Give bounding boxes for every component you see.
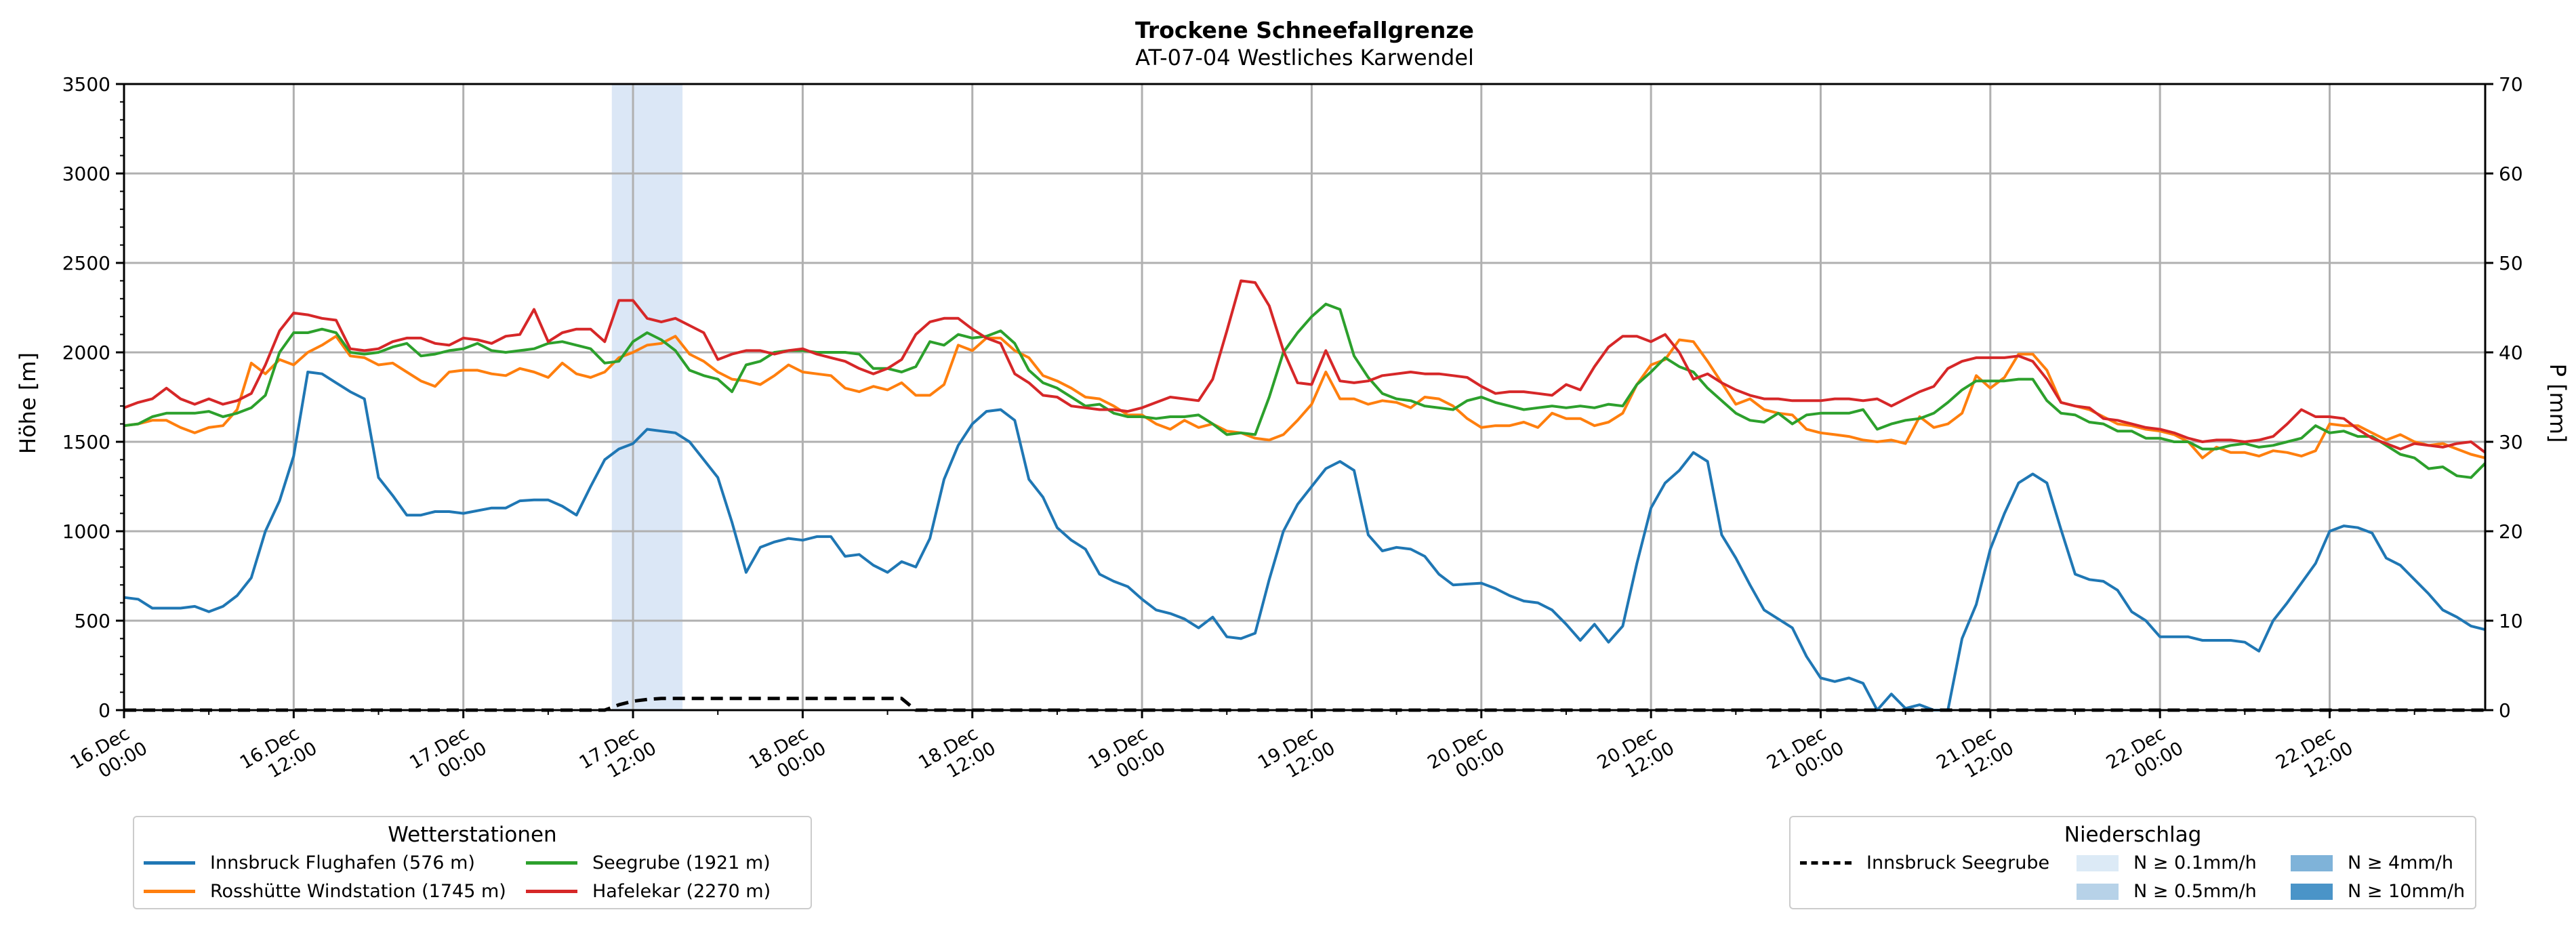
x-tick-label: 20.Dec00:00: [1424, 719, 1508, 792]
y2-axis-label: P [mm]: [2545, 364, 2571, 443]
legend-entry-precip-10: N ≥ 10mm/h: [2291, 881, 2465, 902]
x-tick-label: 19.Dec12:00: [1254, 719, 1338, 792]
y-tick-label: 1500: [62, 431, 110, 453]
y-tick-label: 1000: [62, 520, 110, 543]
y-tick-label: 2000: [62, 342, 110, 364]
station-legend: Wetterstationen Innsbruck Flughafen (576…: [133, 816, 812, 909]
x-tick-label: 21.Dec00:00: [1763, 719, 1847, 792]
y2-tick-label: 70: [2499, 73, 2523, 96]
x-tick-label: 17.Dec12:00: [576, 719, 660, 792]
legend-label-seegrube: Seegrube (1921 m): [592, 852, 771, 873]
legend-swatch-precip-0-5: [2077, 883, 2119, 900]
legend-entry-innsbruck-flughafen: Innsbruck Flughafen (576 m): [144, 852, 475, 873]
y-axis-label: Höhe [m]: [15, 352, 41, 454]
chart-title: Trockene Schneefallgrenze: [1135, 17, 1474, 43]
y2-tick-label: 60: [2499, 163, 2523, 185]
y2-tick-label: 0: [2499, 699, 2511, 722]
legend-entry-rosshuette: Rosshütte Windstation (1745 m): [144, 881, 506, 902]
legend-label-rosshuette: Rosshütte Windstation (1745 m): [210, 881, 506, 902]
legend-entry-hafelekar: Hafelekar (2270 m): [526, 881, 771, 902]
series-line-seegrube-1921-m: [123, 302, 2487, 479]
chart-subtitle: AT-07-04 Westliches Karwendel: [1135, 45, 1474, 70]
y-tick-label: 3500: [62, 73, 110, 96]
plot-frame: [123, 83, 2487, 711]
legend-label-innsbruck-seegrube: Innsbruck Seegrube: [1866, 852, 2050, 873]
x-tick-label: 17.Dec00:00: [406, 719, 490, 792]
legend-line-rosshuette: [144, 890, 195, 893]
precip-band: [611, 84, 683, 710]
x-tick-label: 18.Dec00:00: [745, 719, 830, 792]
legend-label-innsbruck-flughafen: Innsbruck Flughafen (576 m): [210, 852, 475, 873]
x-tick-label: 22.Dec12:00: [2272, 719, 2356, 792]
y2-tick-label: 10: [2499, 610, 2523, 632]
legend-line-seegrube: [526, 861, 577, 865]
y-tick-label: 2500: [62, 252, 110, 274]
legend-swatch-precip-4: [2291, 854, 2333, 871]
x-tick-label: 21.Dec12:00: [1933, 719, 2017, 792]
x-tick-label: 22.Dec00:00: [2103, 719, 2187, 792]
legend-entry-precip-0-5: N ≥ 0.5mm/h: [2077, 881, 2257, 902]
legend-entry-precip-4: N ≥ 4mm/h: [2291, 852, 2453, 873]
legend-entry-innsbruck-seegrube: Innsbruck Seegrube: [1800, 852, 2049, 873]
y2-tick-label: 50: [2499, 252, 2523, 274]
y-tick-label: 0: [98, 699, 110, 722]
legend-line-hafelekar: [526, 890, 577, 893]
x-tick-label: 20.Dec12:00: [1594, 719, 1678, 792]
y2-tick-label: 20: [2499, 520, 2523, 543]
precip-legend: Niederschlag Innsbruck Seegrube N ≥ 0.1m…: [1789, 816, 2476, 909]
legend-line-innsbruck-flughafen: [144, 861, 195, 865]
legend-label-precip-4: N ≥ 4mm/h: [2348, 852, 2453, 873]
legend-line-innsbruck-seegrube: [1800, 861, 1852, 865]
legend-label-precip-0-5: N ≥ 0.5mm/h: [2133, 881, 2257, 902]
x-tick-label: 16.Dec00:00: [67, 719, 151, 792]
legend-swatch-precip-0-1: [2077, 854, 2119, 871]
series-line-hafelekar-2270-m: [123, 279, 2487, 454]
legend-swatch-precip-10: [2291, 883, 2333, 900]
y-tick-label: 500: [75, 610, 110, 632]
legend-entry-precip-0-1: N ≥ 0.1mm/h: [2077, 852, 2257, 873]
legend-label-precip-0-1: N ≥ 0.1mm/h: [2133, 852, 2257, 873]
station-legend-title: Wetterstationen: [388, 823, 557, 847]
y2-tick-label: 30: [2499, 431, 2523, 453]
x-tick-label: 18.Dec12:00: [915, 719, 999, 792]
y2-tick-label: 40: [2499, 342, 2523, 364]
x-tick-label: 16.Dec12:00: [237, 719, 321, 792]
series-line-innsbruck-seegrube: [124, 697, 2485, 712]
legend-label-hafelekar: Hafelekar (2270 m): [592, 881, 771, 902]
legend-entry-seegrube: Seegrube (1921 m): [526, 852, 771, 873]
legend-label-precip-10: N ≥ 10mm/h: [2348, 881, 2466, 902]
x-tick-label: 19.Dec00:00: [1085, 719, 1169, 792]
y-tick-label: 3000: [62, 163, 110, 185]
series-line-rossh-tte-windstation-1745-m: [123, 335, 2486, 459]
series-line-innsbruck-flughafen-576-m: [123, 371, 2486, 711]
precip-legend-title: Niederschlag: [2064, 823, 2202, 847]
